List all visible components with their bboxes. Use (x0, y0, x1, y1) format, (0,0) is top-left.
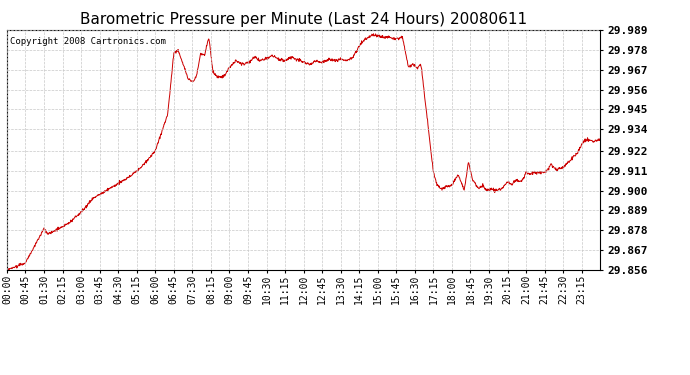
Text: Copyright 2008 Cartronics.com: Copyright 2008 Cartronics.com (10, 37, 166, 46)
Title: Barometric Pressure per Minute (Last 24 Hours) 20080611: Barometric Pressure per Minute (Last 24 … (80, 12, 527, 27)
